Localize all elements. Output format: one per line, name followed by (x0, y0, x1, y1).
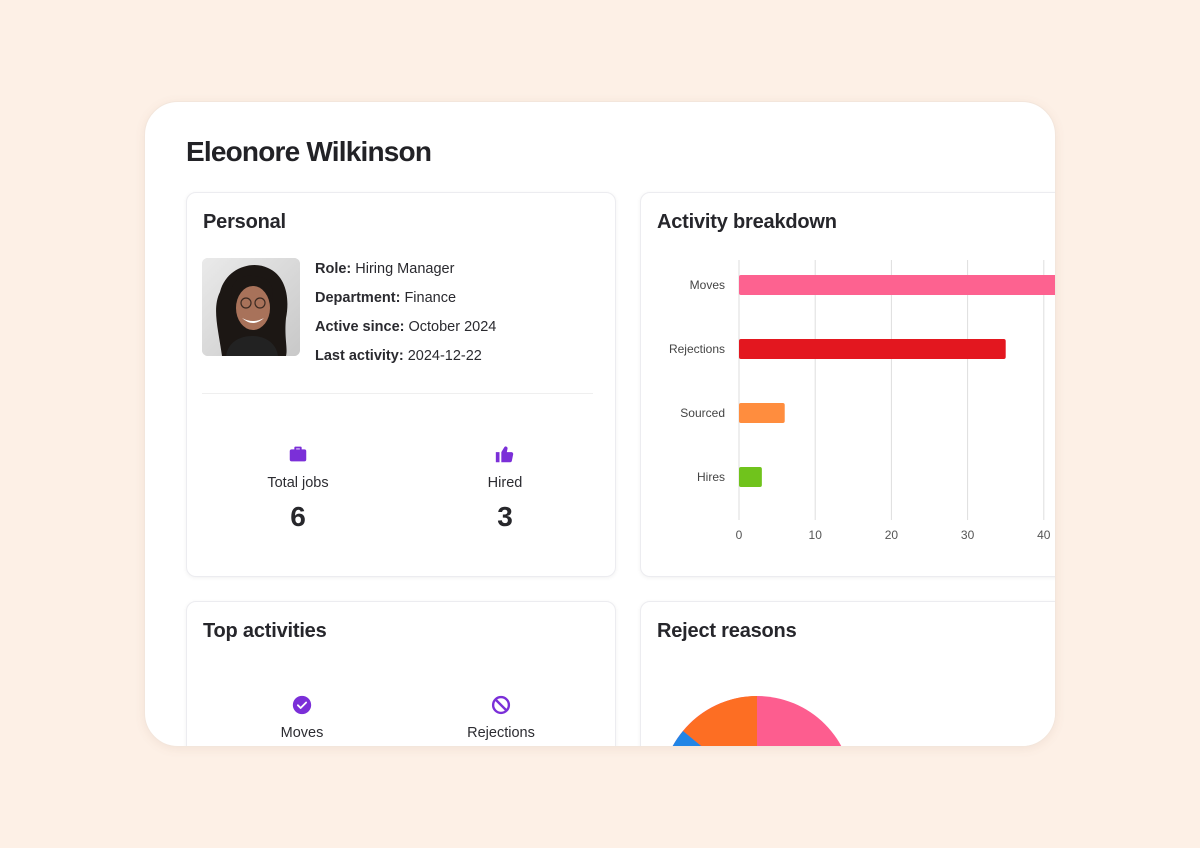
briefcase-icon (289, 446, 307, 462)
avatar (202, 258, 300, 356)
pie-slice-blue (672, 731, 702, 746)
chart-x-tick-label: 0 (736, 528, 743, 542)
personal-card: Personal Role: Hiring Manager Depa (186, 192, 616, 577)
active-since-value: October 2024 (408, 319, 497, 335)
chart-bar-sourced[interactable] (739, 403, 785, 423)
chart-category-label: Rejections (669, 342, 725, 356)
chart-category-label: Sourced (680, 406, 725, 420)
department-row: Department: Finance (315, 284, 496, 313)
chart-category-label: Hires (697, 470, 725, 484)
profile-panel: Eleonore Wilkinson Personal R (144, 101, 1056, 747)
chart-category-label: Moves (690, 278, 725, 292)
divider (202, 393, 593, 394)
chart-bar-moves[interactable] (739, 275, 1056, 295)
role-value: Hiring Manager (355, 261, 455, 277)
stat-hired: Hired 3 (425, 443, 585, 533)
role-row: Role: Hiring Manager (315, 255, 496, 284)
last-activity-row: Last activity: 2024-12-22 (315, 342, 496, 371)
chart-x-tick-label: 30 (961, 528, 975, 542)
role-label: Role: (315, 261, 352, 277)
activity-breakdown-card: Activity breakdown 0 10 20 30 40 Moves Rejecti… (640, 192, 1056, 577)
reject-reasons-card: Reject reasons (640, 601, 1055, 746)
pie-slice-orange (683, 696, 757, 746)
stat-label: Total jobs (267, 475, 329, 491)
reject-reasons-pie (672, 696, 842, 746)
activity-breakdown-title: Activity breakdown (657, 211, 837, 233)
personal-card-title: Personal (203, 211, 286, 233)
top-activity-rejections: Rejections (421, 694, 581, 741)
stat-value: 3 (497, 501, 513, 532)
personal-info: Role: Hiring Manager Department: Finance… (315, 255, 496, 371)
page-title: Eleonore Wilkinson (186, 136, 432, 167)
department-value: Finance (404, 290, 457, 306)
top-activities-title: Top activities (203, 620, 327, 642)
last-activity-label: Last activity: (315, 348, 404, 364)
avatar-photo (202, 258, 300, 356)
last-activity-value: 2024-12-22 (407, 348, 482, 364)
stat-value: 6 (290, 501, 306, 532)
chart-bar-hires[interactable] (739, 467, 762, 487)
chart-bar-rejections[interactable] (739, 339, 1006, 359)
chart-x-tick-label: 10 (809, 528, 823, 542)
top-activity-moves: Moves (222, 694, 382, 741)
stat-label: Hired (487, 475, 523, 491)
department-label: Department: (315, 290, 401, 306)
top-activities-card: Top activities Moves Rejections (186, 601, 616, 746)
stat-total-jobs: Total jobs 6 (218, 443, 378, 533)
chart-x-tick-label: 20 (885, 528, 899, 542)
chart-x-tick-label: 40 (1037, 528, 1051, 542)
check-circle-icon (292, 695, 312, 715)
activity-breakdown-chart: 0 10 20 30 40 Moves Rejections Sourced Hires (669, 260, 1056, 542)
active-since-label: Active since: (315, 319, 405, 335)
active-since-row: Active since: October 2024 (315, 313, 496, 342)
thumbs-up-icon (495, 446, 514, 463)
ban-icon (491, 695, 511, 715)
reject-reasons-title: Reject reasons (657, 620, 797, 642)
top-activity-label: Moves (280, 725, 324, 741)
top-activity-label: Rejections (467, 725, 535, 741)
